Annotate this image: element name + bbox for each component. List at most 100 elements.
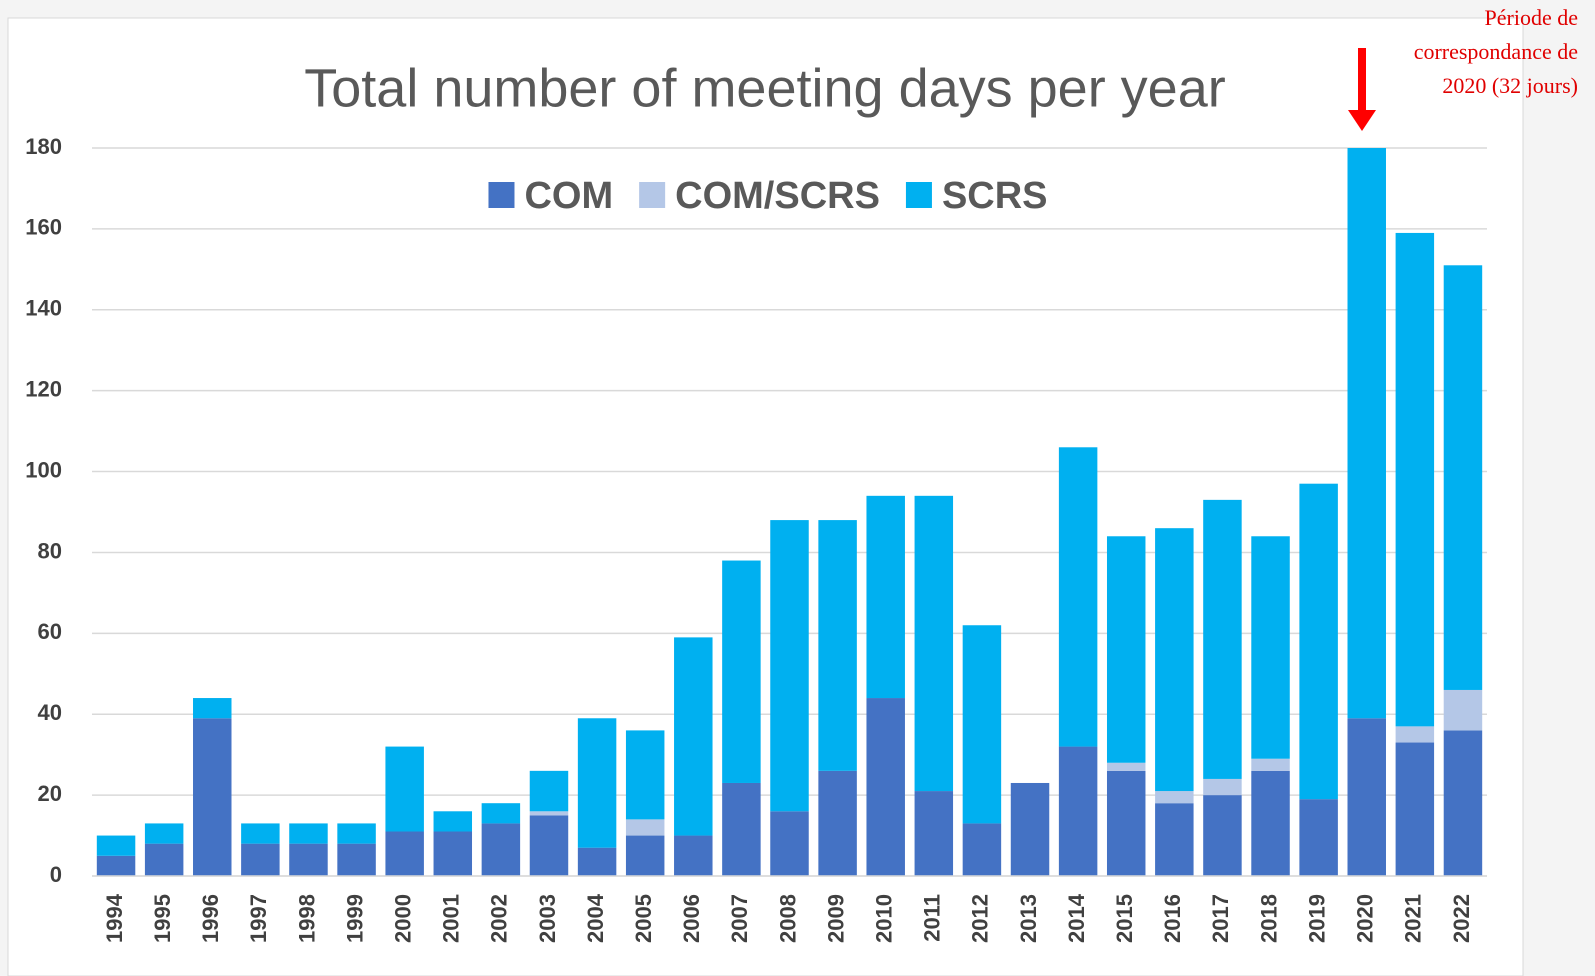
x-tick-label: 2013 <box>1016 894 1041 943</box>
legend-label: COM/SCRS <box>675 175 880 217</box>
legend-swatch <box>488 182 515 208</box>
x-tick-label: 2017 <box>1208 894 1233 943</box>
y-tick-label: 140 <box>25 296 62 321</box>
bar-segment <box>1155 528 1194 792</box>
bar-segment <box>241 843 280 876</box>
bar-segment <box>96 835 136 856</box>
bar-segment <box>962 625 1002 824</box>
bar-segment <box>1395 232 1435 727</box>
bar-segment <box>577 847 617 876</box>
bar-segment <box>433 811 473 832</box>
bar-segment <box>866 698 905 876</box>
x-tick-label: 2005 <box>631 894 656 943</box>
x-tick-label: 2007 <box>727 894 752 943</box>
bar-segment <box>1155 791 1194 804</box>
bar-segment <box>289 823 328 844</box>
bar-segment <box>1058 447 1098 747</box>
bar-segment <box>1058 746 1098 876</box>
bar-segment <box>385 831 424 876</box>
x-tick-label: 2021 <box>1401 894 1426 943</box>
bar-segment <box>1299 483 1338 800</box>
legend-swatch <box>639 182 666 208</box>
arrow-head <box>1348 110 1376 131</box>
bar-segment <box>770 811 809 876</box>
bar-segment <box>1395 726 1435 743</box>
bar-segment <box>144 823 184 844</box>
bar-segment <box>1347 148 1386 719</box>
x-tick-label: 2006 <box>679 894 704 943</box>
bar-segment <box>529 770 569 812</box>
y-tick-label: 40 <box>38 700 62 725</box>
x-tick-label: 2012 <box>968 894 993 943</box>
bar-segment <box>625 730 665 820</box>
bar-segment <box>337 823 376 844</box>
x-tick-label: 1999 <box>342 894 367 943</box>
x-tick-label: 2014 <box>1064 893 1089 943</box>
y-tick-label: 120 <box>25 376 62 401</box>
bar-segment <box>481 803 521 824</box>
bar-segment <box>529 811 569 816</box>
x-tick-label: 2016 <box>1160 894 1185 943</box>
bar-segment <box>1106 536 1146 763</box>
x-tick-label: 1996 <box>198 894 223 943</box>
bar-segment <box>337 843 376 876</box>
y-tick-label: 60 <box>38 619 62 644</box>
y-tick-label: 180 <box>25 134 62 159</box>
bar-segment <box>96 855 136 876</box>
legend-label: COM <box>524 175 613 217</box>
bar-segment <box>1251 770 1290 876</box>
y-tick-label: 160 <box>25 215 62 240</box>
bar-segment <box>577 718 617 848</box>
bar-segment <box>1010 782 1050 876</box>
bar-segment <box>433 831 473 876</box>
annotation: 2020 (32 jours) <box>1442 73 1578 98</box>
legend-swatch <box>905 182 932 208</box>
bar-segment <box>962 823 1002 876</box>
legend-label: SCRS <box>942 175 1048 217</box>
bar-segment <box>529 815 569 876</box>
x-tick-label: 2000 <box>390 894 415 943</box>
bar-segment <box>289 843 328 876</box>
bar-segment <box>818 770 857 876</box>
annotation: correspondance de <box>1414 39 1578 64</box>
bar-segment <box>1443 265 1483 690</box>
bar-segment <box>241 823 280 844</box>
x-tick-label: 2003 <box>535 894 560 943</box>
bar-segment <box>1443 730 1483 876</box>
bar-segment <box>914 791 954 876</box>
x-tick-label: 2022 <box>1449 894 1474 943</box>
bar-segment <box>1395 742 1435 876</box>
y-tick-label: 100 <box>25 457 62 482</box>
x-tick-label: 2008 <box>775 894 800 943</box>
bar-segment <box>481 823 521 876</box>
x-tick-label: 2011 <box>920 894 945 942</box>
x-tick-label: 2018 <box>1256 894 1281 943</box>
x-tick-label: 2015 <box>1112 894 1137 943</box>
x-tick-label: 2001 <box>439 894 464 943</box>
bar-segment <box>674 637 713 836</box>
x-tick-label: 1998 <box>294 894 319 943</box>
y-tick-label: 80 <box>38 538 62 563</box>
x-tick-label: 1997 <box>246 894 271 943</box>
bar-segment <box>193 698 232 719</box>
bar-segment <box>1203 778 1242 796</box>
y-tick-label: 20 <box>38 781 62 806</box>
y-tick-label: 0 <box>50 862 62 887</box>
bar-segment <box>385 746 424 832</box>
x-tick-label: 2004 <box>583 893 608 943</box>
chart-panel <box>7 17 1524 976</box>
bar-segment <box>1155 803 1194 876</box>
bar-segment <box>625 835 665 876</box>
bar-segment <box>193 718 232 876</box>
x-tick-label: 1995 <box>150 894 175 943</box>
bar-segment <box>674 835 713 876</box>
chart-title: Total number of meeting days per year <box>304 58 1225 118</box>
bar-segment <box>722 560 761 783</box>
bar-segment <box>866 495 905 699</box>
bar-segment <box>625 819 665 836</box>
bar-segment <box>1203 795 1242 876</box>
bar-segment <box>770 520 809 812</box>
x-tick-label: 2010 <box>872 894 897 943</box>
